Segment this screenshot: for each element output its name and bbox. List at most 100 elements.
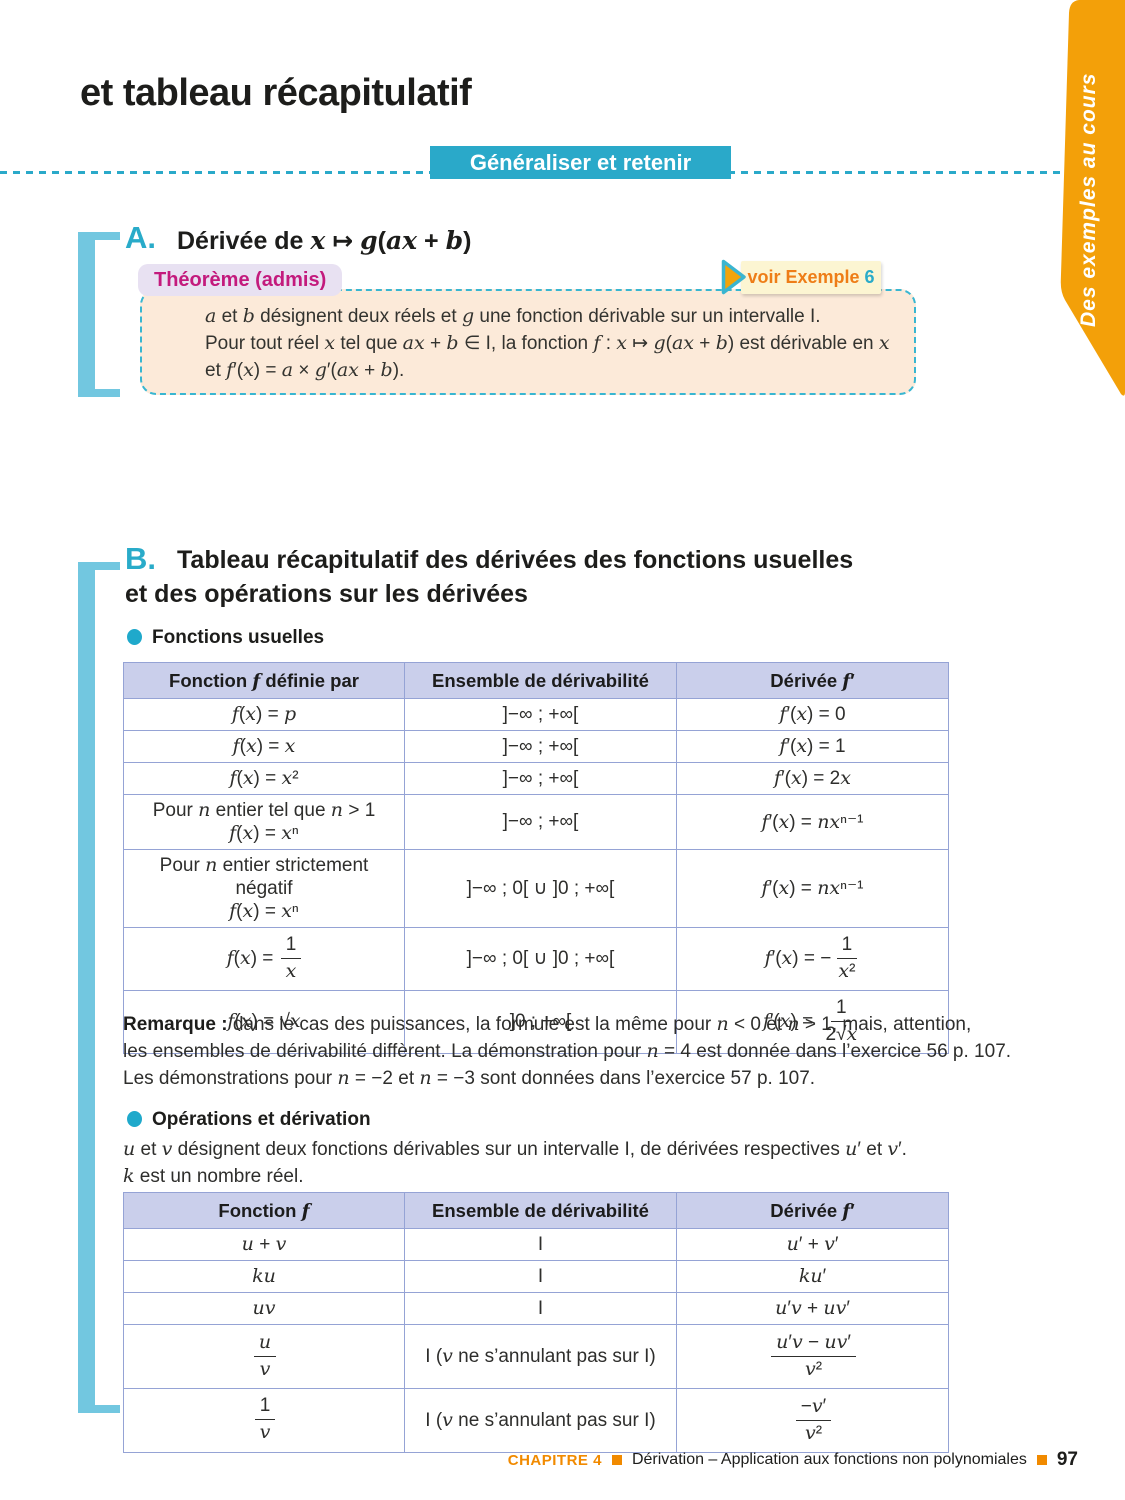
table-cell: u + v [123,1228,405,1261]
table-cell: f′(x) = nxⁿ⁻¹ [676,794,949,850]
table-cell: −v′ v² [676,1387,949,1453]
operations-intro-line: k est un nombre réel. [123,1165,304,1187]
footer-chapter: CHAPITRE 4 [507,1451,602,1469]
theorem-line: a et b désignent deux réels et g une fon… [205,305,821,327]
section-a-letter: A. [125,220,156,255]
side-ribbon [1060,0,1125,396]
table-cell: u′ + v′ [676,1228,949,1261]
table-cell: f′(x) = 1 2√x [676,989,949,1054]
footer-chapter-title: Dérivation – Application aux fonctions n… [631,1451,1027,1468]
table-row: f(x) = x]−∞ ; +∞[f′(x) = 1 [123,730,949,763]
side-ribbon-label: Des exemples au cours [1077,72,1100,327]
subsection-usual-functions: Fonctions usuelles [152,627,325,648]
table-cell: ku [123,1260,405,1293]
play-triangle-icon [721,259,746,295]
see-example-label: voir Exemple [747,267,860,287]
table-row: f(x) = x²]−∞ ; +∞[f′(x) = 2x [123,762,949,795]
column-header: Fonction f [123,1192,405,1229]
table-row: Pour n entier strictement négatif f(x) = … [123,849,949,928]
section-b-bracket-top [78,562,120,570]
table-cell: ku′ [676,1260,949,1293]
table-cell: f′(x) = nxⁿ⁻¹ [676,849,949,928]
table-cell: f(x) = p [123,698,405,731]
operations-derivatives-table: Fonction f Ensemble de dérivabilité Dérivé… [123,1192,949,1453]
table-cell: Pour n entier tel que n > 1 f(x) = xⁿ [123,794,405,850]
theorem-box [140,289,916,395]
table-cell: f′(x) = 2x [676,762,949,795]
table-header-row: Fonction f définie par Ensemble de dériva… [123,662,949,699]
table-cell: I [404,1260,677,1293]
table-row: f(x) = √x]0 ; +∞[f′(x) = 1 2√x [123,989,949,1054]
table-cell: f′(x) = 1 [676,730,949,763]
operations-intro-line: u et v désignent deux fonctions dérivabl… [123,1138,907,1160]
table-cell: ]0 ; +∞[ [404,989,677,1054]
table-cell: I [404,1228,677,1261]
column-header: Ensemble de dérivabilité [404,662,677,699]
bullet-icon [127,629,142,645]
table-cell: f(x) = x² [123,762,405,795]
column-header: Dérivée f′ [676,662,949,699]
section-b-bracket-bottom [78,1405,120,1413]
theorem-line: Pour tout réel x tel que ax + b ∈ I, la … [205,332,890,354]
operations-intro: u et v désignent deux fonctions dérivabl… [123,1136,1043,1190]
remark-line: les ensembles de dérivabilité diffèrent.… [123,1040,1012,1062]
table-cell: f(x) = x [123,730,405,763]
page-title: et tableau récapitulatif [80,72,472,114]
remark-line: Les démonstrations pour n = −2 et n = −3… [123,1067,816,1089]
table-cell: ]−∞ ; +∞[ [404,794,677,850]
section-b-letter: B. [125,541,156,576]
table-cell: Pour n entier strictement négatif f(x) = … [123,849,405,928]
table-cell: f(x) = √x [123,989,405,1054]
table-cell: ]−∞ ; +∞[ [404,762,677,795]
table-cell: I (v ne s’annulant pas sur I) [404,1387,677,1453]
theorem-label: Théorème (admis) [138,264,343,296]
footer-page-number: 97 [1056,1449,1078,1470]
table-cell: f′(x) = 0 [676,698,949,731]
section-a-bracket [78,232,95,397]
table-cell: uv [123,1292,405,1325]
subsection-operations: Opérations et dérivation [152,1109,371,1130]
see-example-number: 6 [864,267,875,287]
table-row: f(x) = 1 x]−∞ ; 0[ ∪ ]0 ; +∞[f′(x) = −1 x² [123,927,949,991]
section-banner: Généraliser et retenir [430,146,731,179]
remark-line: Remarque : dans le cas des puissances, l… [123,1011,1013,1038]
table-cell: u′v − uv′ v² [676,1324,949,1389]
table-cell: I [404,1292,677,1325]
column-header: Fonction f définie par [123,662,405,699]
square-separator-icon [611,1455,622,1465]
section-a-bracket-top [78,232,120,240]
remark-block: Remarque : dans le cas des puissances, l… [123,1011,1013,1092]
table-header-row: Fonction f Ensemble de dérivabilité Dérivé… [123,1192,949,1229]
theorem-text: a et b désignent deux réels et g une fon… [205,303,890,384]
section-b-title-line2: et des opérations sur les dérivées [125,580,528,608]
column-header: Ensemble de dérivabilité [404,1192,677,1229]
usual-derivatives-table: Fonction f définie par Ensemble de dériva… [123,662,949,1054]
section-b-bracket [78,562,95,1413]
section-a-title: Dérivée de x ↦ g(ax + b) [177,226,472,255]
theorem-line: et f′(x) = a × g′(ax + b). [205,359,405,381]
table-cell: ]−∞ ; +∞[ [404,698,677,731]
page-footer: CHAPITRE 4 Dérivation – Application aux … [508,1449,1078,1471]
bullet-icon [127,1111,142,1127]
see-example-tab[interactable]: voir Exemple 6 [741,261,881,294]
remark-label: Remarque : [123,1014,228,1035]
table-row: Pour n entier tel que n > 1 f(x) = xⁿ]−∞ … [123,794,949,850]
table-cell: u′v + uv′ [676,1292,949,1325]
table-row: f(x) = p]−∞ ; +∞[f′(x) = 0 [123,698,949,731]
table-cell: ]−∞ ; +∞[ [404,730,677,763]
table-cell: ]−∞ ; 0[ ∪ ]0 ; +∞[ [404,849,677,928]
column-header: Dérivée f′ [676,1192,949,1229]
section-a-bracket-bottom [78,389,120,397]
table-cell: f′(x) = −1 x² [676,927,949,991]
table-cell: I (v ne s’annulant pas sur I) [404,1324,677,1389]
section-b-title-line1: Tableau récapitulatif des dérivées des f… [177,546,854,574]
